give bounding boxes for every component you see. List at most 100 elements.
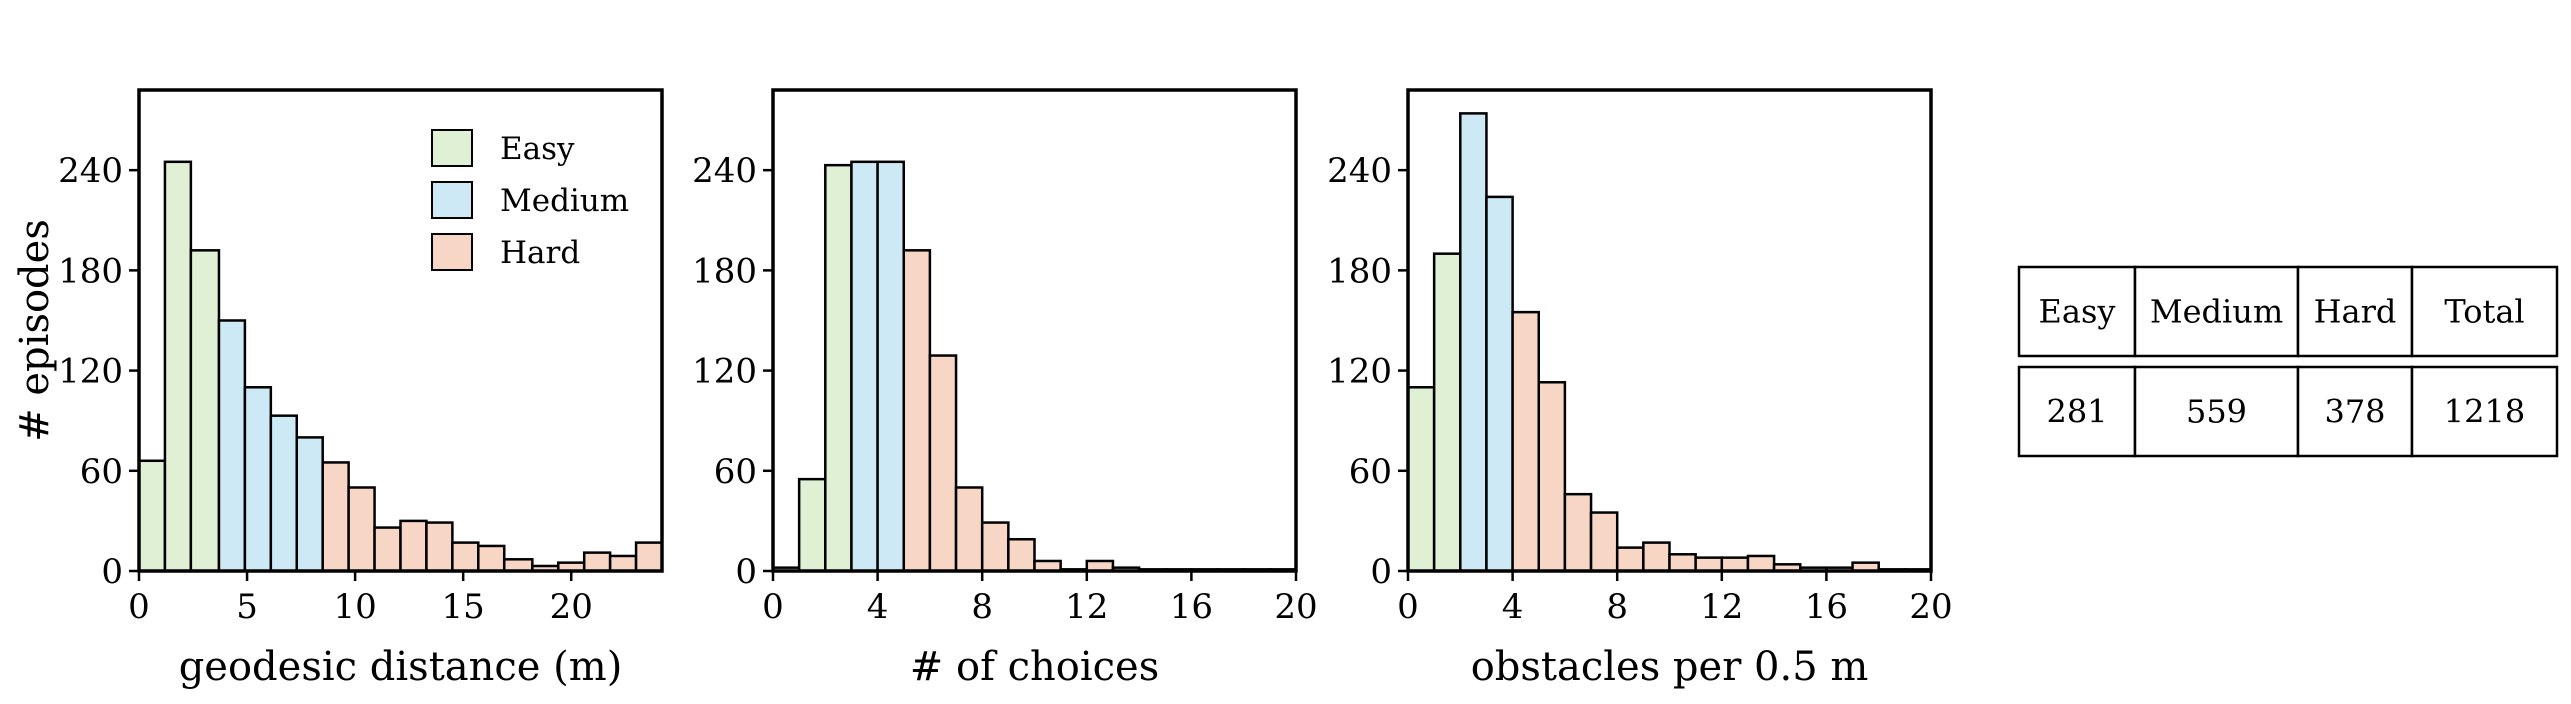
table-value-total: 1218: [2444, 393, 2525, 431]
y-tick-label: 180: [692, 251, 757, 291]
legend-swatch-easy: [431, 129, 473, 167]
table-cell: [2410, 365, 2559, 458]
table-cell: [2133, 365, 2300, 458]
histogram-bar: [163, 160, 193, 573]
histogram-bar: [954, 486, 984, 573]
y-tick-label: 0: [735, 552, 757, 592]
y-tick-label: 0: [101, 552, 123, 592]
y-tick-label: 60: [80, 452, 123, 492]
plot-frame: [1406, 88, 1933, 573]
y-tick-label: 120: [692, 352, 757, 392]
legend-swatch-hard: [431, 233, 473, 271]
x-tick-label: 12: [1065, 587, 1108, 627]
table-header-medium: Medium: [2150, 293, 2283, 331]
x-tick-label: 10: [333, 587, 376, 627]
histogram-bar: [399, 519, 428, 573]
y-tick-label: 60: [714, 452, 757, 492]
x-tick-label: 8: [971, 587, 993, 627]
x-tick-label: 0: [128, 587, 150, 627]
plot-frame: [137, 88, 664, 573]
x-axis-label: geodesic distance (m): [179, 644, 623, 690]
legend: Easy Medium Hard: [431, 129, 629, 271]
histogram-bar: [1007, 538, 1036, 573]
histogram-bar: [1432, 252, 1462, 573]
legend-label-hard: Hard: [500, 235, 580, 271]
histogram-bar: [1537, 381, 1567, 573]
table-header-cell: [2296, 265, 2414, 358]
table-header-total: Total: [2444, 293, 2524, 331]
table-value-hard: 378: [2324, 393, 2385, 431]
y-tick-label: 120: [58, 352, 123, 392]
x-axis-label: obstacles per 0.5 m: [1471, 644, 1869, 690]
histogram-bar: [1511, 310, 1540, 573]
legend-label-medium: Medium: [500, 183, 629, 219]
summary-table: Easy Medium Hard Total 281 559 378 1218: [2017, 265, 2559, 458]
table-header-easy: Easy: [2039, 293, 2116, 331]
x-tick-label: 8: [1606, 587, 1628, 627]
x-tick-label: 12: [1700, 587, 1743, 627]
histogram-bar: [189, 249, 221, 573]
histogram-bar: [1642, 541, 1671, 573]
histogram-bar: [824, 163, 853, 573]
histogram-bar: [1668, 553, 1697, 573]
table-cell: [2017, 365, 2137, 458]
histogram-bar: [1746, 554, 1776, 573]
histogram-bar: [217, 319, 247, 573]
y-tick-label: 120: [1327, 352, 1392, 392]
table-header-hard: Hard: [2314, 293, 2397, 331]
y-tick-label: 60: [1349, 452, 1392, 492]
table-value-medium: 559: [2186, 393, 2247, 431]
x-tick-label: 5: [236, 587, 258, 627]
y-tick-label: 240: [58, 151, 123, 191]
x-tick-label: 16: [1805, 587, 1848, 627]
y-tick-label: 240: [692, 151, 757, 191]
histogram-bar: [1563, 492, 1593, 573]
y-tick-label: 180: [58, 251, 123, 291]
histogram-bar: [295, 436, 324, 573]
histogram-bar: [902, 249, 932, 573]
histogram-bar: [1589, 511, 1619, 573]
histogram-bar: [502, 558, 534, 573]
x-tick-label: 16: [1170, 587, 1213, 627]
x-tick-label: 4: [1502, 587, 1524, 627]
x-tick-label: 20: [1274, 587, 1317, 627]
histogram-bar: [1720, 556, 1750, 573]
histogram-bar: [477, 544, 506, 573]
histogram-bar: [634, 541, 664, 573]
histogram-panel-2: 0 4 8 12 16 20 0 60 120 180 240 # of choices: [692, 88, 1318, 690]
x-tick-label: 20: [550, 587, 593, 627]
table-value-easy: 281: [2046, 393, 2107, 431]
histogram-bar: [850, 160, 879, 573]
histogram-bar: [980, 521, 1010, 573]
histogram-bar: [1694, 556, 1724, 573]
table-header-cell: [2133, 265, 2300, 358]
histogram-bar: [928, 354, 958, 573]
histogram-bar: [1406, 386, 1436, 573]
histogram-bar: [137, 459, 167, 573]
histogram-bar: [451, 541, 480, 573]
histogram-bar: [1459, 112, 1488, 573]
x-tick-label: 4: [867, 587, 889, 627]
histogram-bar: [425, 521, 454, 573]
histogram-bar: [243, 386, 273, 573]
histogram-bar: [1485, 195, 1514, 573]
x-axis-label: # of choices: [910, 644, 1159, 690]
x-tick-label: 20: [1909, 587, 1952, 627]
table-cell: [2296, 365, 2414, 458]
histogram-panel-1: 0 5 10 15 20 0 60 120 180 240 geodesic distance (m…: [12, 88, 664, 690]
histogram-bar: [269, 414, 299, 573]
legend-label-easy: Easy: [500, 131, 575, 167]
x-tick-label: 15: [442, 587, 485, 627]
x-tick-label: 0: [1397, 587, 1419, 627]
x-tick-label: 0: [762, 587, 784, 627]
histogram-bar: [876, 160, 905, 573]
y-tick-label: 0: [1370, 552, 1392, 592]
histogram-bar: [608, 554, 638, 573]
histogram-bar: [321, 461, 350, 573]
histogram-bar: [582, 551, 612, 573]
y-tick-label: 240: [1327, 151, 1392, 191]
histogram-bar: [797, 477, 827, 573]
y-tick-label: 180: [1327, 251, 1392, 291]
histogram-bar: [1615, 546, 1645, 573]
